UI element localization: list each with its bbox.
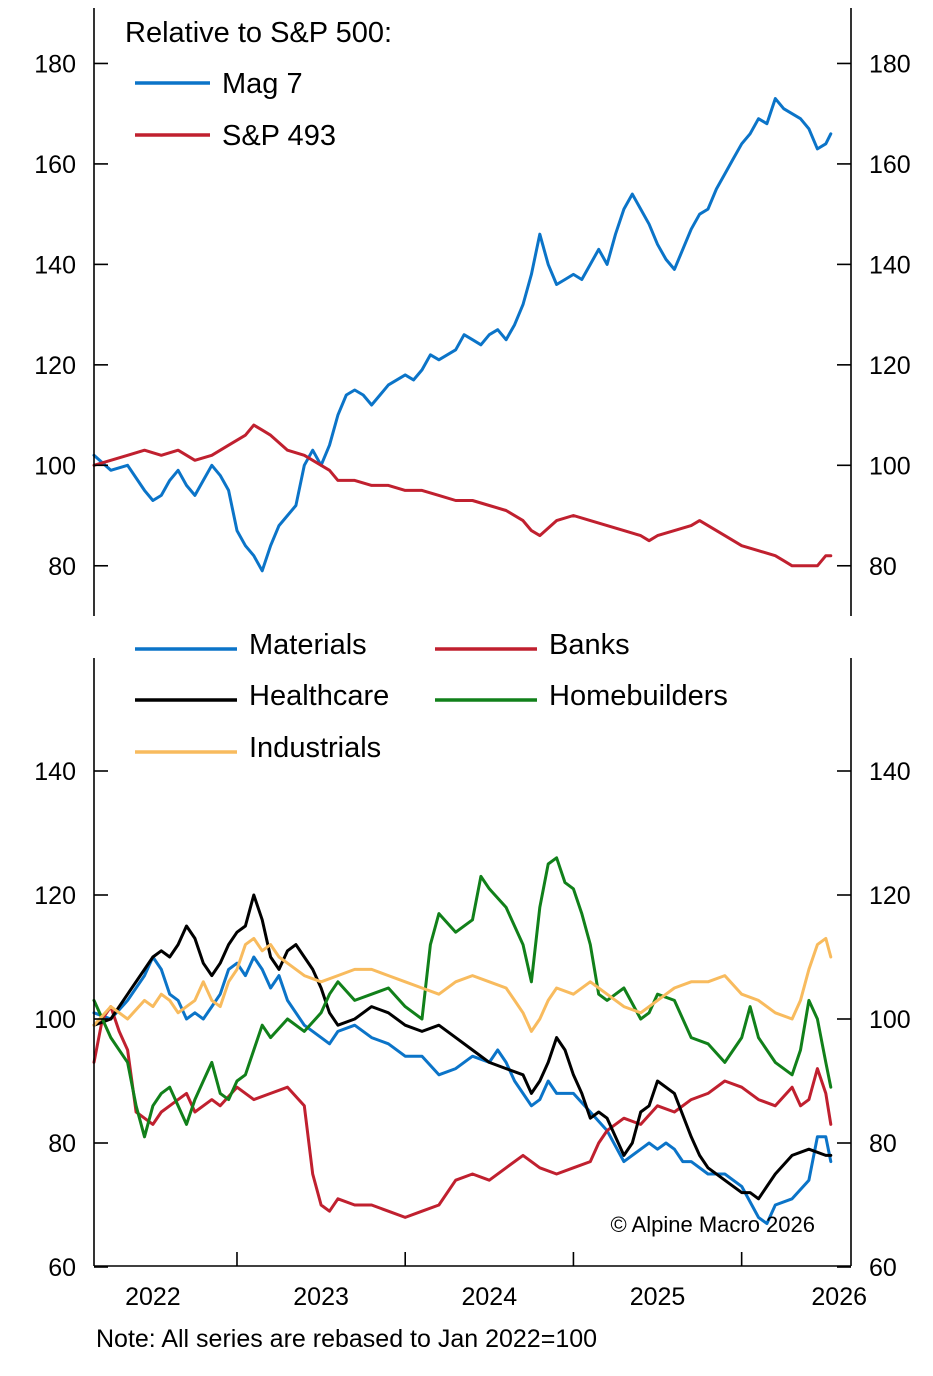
top-ytick-label-right: 160 <box>869 151 911 179</box>
bottom-ytick-label-right: 60 <box>869 1254 897 1282</box>
series-line-materials <box>92 955 833 1226</box>
top-ytick-label-left: 160 <box>34 151 76 179</box>
bottom-ytick-label-right: 120 <box>869 882 911 910</box>
series-line-industrials <box>92 936 833 1033</box>
legend-label-materials: Materials <box>249 629 367 661</box>
top-panel: 80 80 100 100 120 120 140 140 160 160 180 180 Relat… <box>34 8 911 616</box>
legend-label-s-p-493: S&P 493 <box>222 120 336 152</box>
bottom-ytick-label-right: 100 <box>869 1006 911 1034</box>
top-chart-title: Relative to S&P 500: <box>125 17 392 49</box>
xtick-label-2025: 2025 <box>630 1283 686 1311</box>
bottom-ytick-label-left: 60 <box>48 1254 76 1282</box>
series-line-homebuilders <box>92 856 833 1139</box>
legend-label-banks: Banks <box>549 629 630 661</box>
xtick-label-2023: 2023 <box>293 1283 349 1311</box>
xtick-label-2022: 2022 <box>125 1283 181 1311</box>
top-ytick-label-left: 100 <box>34 452 76 480</box>
top-ytick-label-left: 140 <box>34 251 76 279</box>
top-ytick-label-right: 140 <box>869 251 911 279</box>
bottom-panel: 60 60 80 80 100 100 120 120 140 140 2022 2023 2024 20… <box>34 629 910 1311</box>
legend-label-mag-7: Mag 7 <box>222 68 303 100</box>
legend-label-homebuilders: Homebuilders <box>549 680 728 712</box>
top-ytick-label-right: 120 <box>869 352 911 380</box>
top-ytick-label-left: 180 <box>34 50 76 78</box>
series-line-healthcare <box>92 893 833 1201</box>
top-ytick-label-left: 120 <box>34 352 76 380</box>
series-line-banks <box>92 1005 833 1219</box>
bottom-ytick-label-right: 140 <box>869 758 911 786</box>
bottom-ytick-label-left: 140 <box>34 758 76 786</box>
bottom-ytick-label-left: 120 <box>34 882 76 910</box>
footnote: Note: All series are rebased to Jan 2022… <box>96 1325 597 1353</box>
top-ytick-label-right: 100 <box>869 452 911 480</box>
legend-label-industrials: Industrials <box>249 732 381 764</box>
top-ytick-label-left: 80 <box>48 553 76 581</box>
xtick-label-2024: 2024 <box>462 1283 518 1311</box>
series-line-mag-7 <box>92 97 833 573</box>
top-ytick-label-right: 180 <box>869 50 911 78</box>
bottom-ytick-label-right: 80 <box>869 1130 897 1158</box>
bottom-ytick-label-left: 100 <box>34 1006 76 1034</box>
copyright-annotation: © Alpine Macro 2026 <box>610 1212 815 1237</box>
top-ytick-label-right: 80 <box>869 553 897 581</box>
legend-label-healthcare: Healthcare <box>249 680 389 712</box>
bottom-ytick-label-left: 80 <box>48 1130 76 1158</box>
xtick-label-2026: 2026 <box>811 1283 867 1311</box>
series-line-s-p-493 <box>92 423 833 568</box>
